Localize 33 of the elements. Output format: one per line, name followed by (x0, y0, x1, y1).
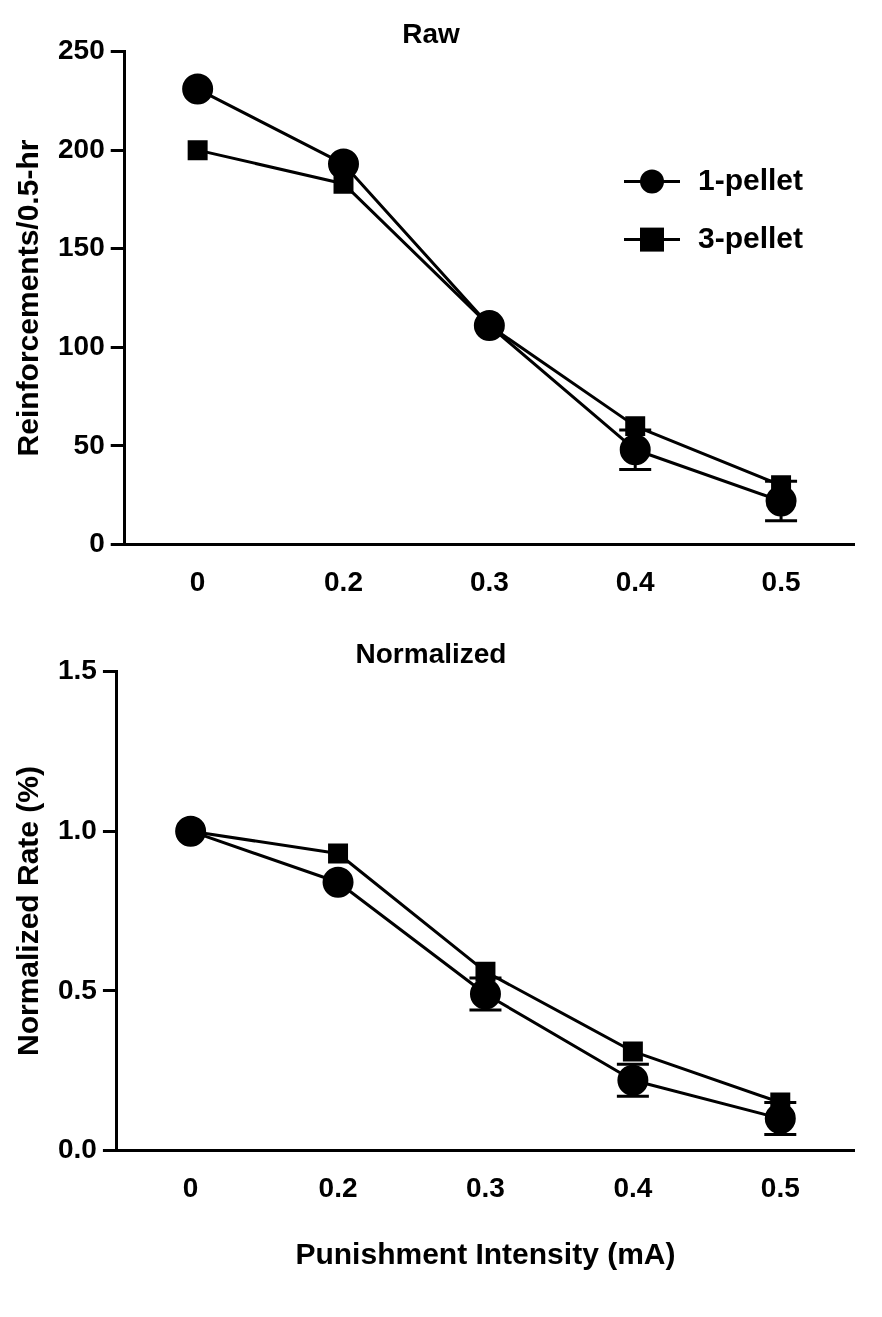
x-tick-label: 0.5 (760, 1171, 800, 1203)
x-tick-label: 0 (189, 565, 206, 597)
y-axis-title: Reinforcements/0.5-hr (11, 139, 45, 457)
point (182, 73, 214, 105)
x-tick-label: 0.3 (465, 1171, 505, 1203)
y-tick-label: 0 (89, 527, 105, 559)
y-tick-label: 50 (73, 428, 105, 460)
chart-title: Normalized (355, 637, 507, 669)
x-tick-label: 0.2 (324, 565, 363, 597)
x-tick-label: 0.4 (613, 1171, 653, 1203)
point (333, 173, 354, 194)
point (322, 866, 354, 898)
legend-label: 3-pellet (698, 220, 804, 254)
point (187, 140, 208, 161)
y-tick-label: 1.5 (57, 654, 97, 686)
x-tick-label: 0 (182, 1171, 199, 1203)
x-tick-label: 0.5 (761, 565, 801, 597)
point (328, 843, 349, 864)
y-tick-label: 0.5 (57, 973, 97, 1005)
x-tick-label: 0.4 (615, 565, 656, 597)
x-axis-title: Punishment Intensity (mA) (295, 1237, 676, 1271)
y-tick-label: 1.0 (57, 813, 97, 845)
legend-label: 1-pellet (698, 162, 804, 196)
x-tick-label: 0.2 (318, 1171, 358, 1203)
x-tick-label: 0.3 (469, 565, 509, 597)
y-tick-label: 200 (58, 132, 105, 164)
point (622, 1041, 643, 1062)
y-tick-label: 100 (58, 330, 105, 361)
y-tick-label: 150 (58, 231, 105, 263)
chart-title: Raw (402, 17, 460, 49)
y-tick-label: 0.0 (57, 1133, 97, 1165)
y-axis-title: Normalized Rate (%) (11, 765, 45, 1057)
y-tick-label: 250 (58, 34, 105, 66)
